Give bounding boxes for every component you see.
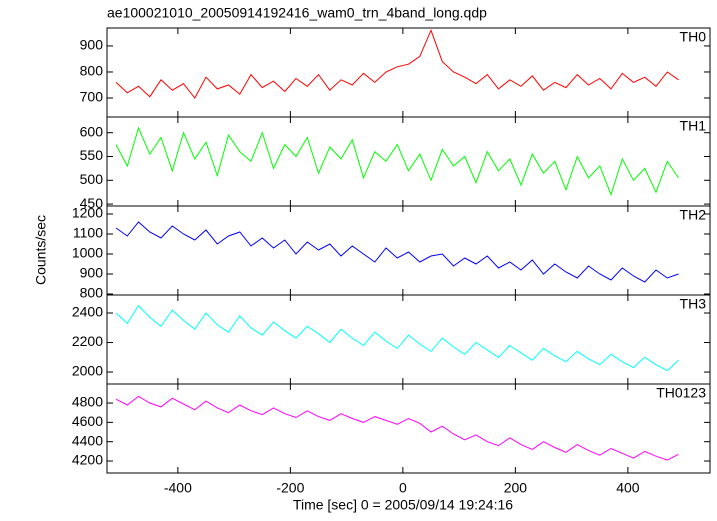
x-tick-label: 0 xyxy=(399,480,407,496)
series-line xyxy=(115,126,679,197)
series-line xyxy=(115,28,679,99)
x-axis-label: Time [sec] 0 = 2005/09/14 19:24:16 xyxy=(293,497,513,513)
series-line xyxy=(115,395,679,461)
x-tick-label: 200 xyxy=(504,480,528,496)
y-tick-label: 900 xyxy=(80,265,104,281)
series-label: TH3 xyxy=(680,296,707,312)
y-tick-label: 600 xyxy=(80,123,104,139)
y-tick-label: 1100 xyxy=(73,225,103,241)
y-tick-label: 1200 xyxy=(72,205,103,221)
y-tick-label: 2000 xyxy=(72,363,103,379)
panel-frame xyxy=(106,383,711,474)
y-tick-label: 500 xyxy=(80,171,104,187)
y-axis-label: Counts/sec xyxy=(33,215,49,285)
y-tick-label: 4200 xyxy=(72,452,103,468)
y-tick-label: 4400 xyxy=(72,432,103,448)
series-line xyxy=(115,221,679,283)
y-tick-label: 550 xyxy=(80,147,104,163)
x-tick-label: 400 xyxy=(616,480,640,496)
panel-frame xyxy=(106,294,711,385)
y-tick-label: 2400 xyxy=(72,304,103,320)
panel-frame xyxy=(106,116,711,207)
series-label: TH2 xyxy=(680,207,707,223)
y-tick-label: 900 xyxy=(80,37,104,53)
series-line xyxy=(115,304,679,372)
chart-title: ae100021010_20050914192416_wam0_trn_4ban… xyxy=(107,5,487,21)
panel-frame xyxy=(106,27,711,118)
y-tick-label: 800 xyxy=(80,63,104,79)
y-tick-label: 450 xyxy=(80,195,104,211)
x-tick-label: -400 xyxy=(164,480,192,496)
y-tick-label: 800 xyxy=(80,285,104,301)
panel-frame xyxy=(106,205,711,296)
y-tick-label: 1000 xyxy=(72,245,103,261)
y-tick-label: 2200 xyxy=(72,333,103,349)
y-tick-label: 700 xyxy=(80,89,104,105)
series-label: TH0 xyxy=(680,29,707,45)
y-tick-label: 4600 xyxy=(72,413,103,429)
series-label: TH0123 xyxy=(656,385,706,401)
x-tick-label: -200 xyxy=(276,480,304,496)
series-label: TH1 xyxy=(680,118,707,134)
y-tick-label: 4800 xyxy=(72,394,103,410)
